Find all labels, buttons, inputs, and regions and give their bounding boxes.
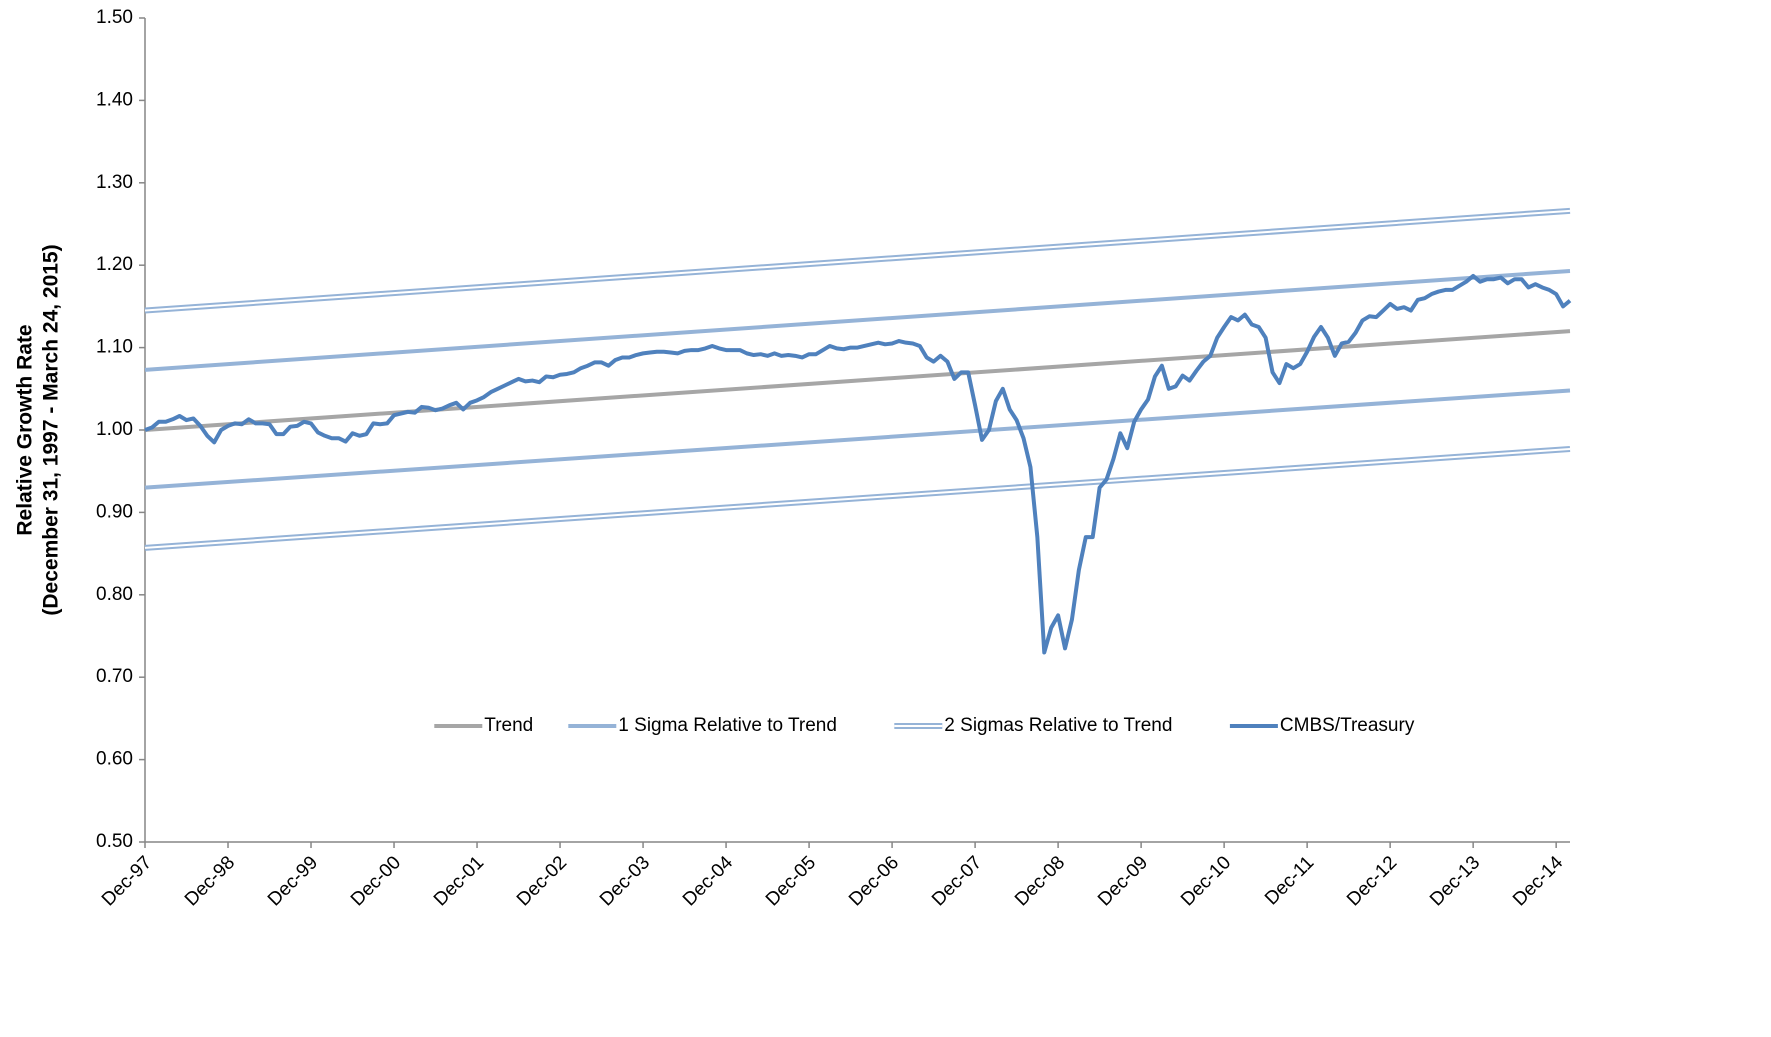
x-tick-label: Dec-13 [1426, 852, 1484, 910]
x-tick-label: Dec-09 [1094, 852, 1152, 910]
x-tick-label: Dec-97 [98, 852, 156, 910]
series-line-inner [144, 209, 1571, 312]
x-tick-label: Dec-08 [1011, 852, 1069, 910]
y-tick-label: 0.80 [96, 584, 133, 605]
x-tick-label: Dec-14 [1509, 852, 1567, 910]
y-tick-label: 1.50 [96, 7, 133, 28]
legend-label: CMBS/Treasury [1280, 715, 1415, 736]
y-tick-label: 0.50 [96, 831, 133, 852]
x-tick-label: Dec-02 [513, 852, 571, 910]
x-tick-label: Dec-01 [430, 852, 488, 910]
legend-label: 1 Sigma Relative to Trend [618, 715, 837, 736]
y-tick-label: 1.00 [96, 419, 133, 440]
series-line [144, 273, 1572, 655]
series-line [144, 207, 1571, 314]
x-tick-label: Dec-00 [347, 852, 405, 910]
y-tick-label: 0.90 [96, 501, 133, 522]
x-tick-label: Dec-03 [596, 852, 654, 910]
x-tick-label: Dec-10 [1177, 852, 1235, 910]
x-tick-label: Dec-12 [1343, 852, 1401, 910]
x-tick-label: Dec-07 [928, 852, 986, 910]
legend-label: Trend [484, 715, 533, 736]
y-axis-title-line: (December 31, 1997 - March 24, 2015) [40, 244, 63, 615]
x-tick-label: Dec-05 [762, 852, 820, 910]
x-tick-label: Dec-98 [181, 852, 239, 910]
series-line [144, 388, 1571, 490]
series-line [144, 445, 1571, 551]
y-axis-title-line: Relative Growth Rate [14, 324, 37, 535]
y-tick-label: 1.20 [96, 254, 133, 275]
y-axis-title: Relative Growth Rate (December 31, 1997 … [14, 244, 63, 615]
series-line [144, 268, 1571, 372]
y-tick-label: 1.10 [96, 337, 133, 358]
y-tick-label: 0.70 [96, 666, 133, 687]
x-tick-label: Dec-11 [1261, 852, 1318, 909]
y-tick-label: 1.40 [96, 89, 133, 110]
x-tick-label: Dec-06 [845, 852, 903, 910]
legend-label: 2 Sigmas Relative to Trend [944, 715, 1172, 736]
series-line-inner [144, 447, 1571, 549]
x-tick-label: Dec-04 [679, 852, 737, 910]
y-tick-label: 0.60 [96, 749, 133, 770]
x-tick-label: Dec-99 [264, 852, 322, 910]
y-tick-label: 1.30 [96, 172, 133, 193]
